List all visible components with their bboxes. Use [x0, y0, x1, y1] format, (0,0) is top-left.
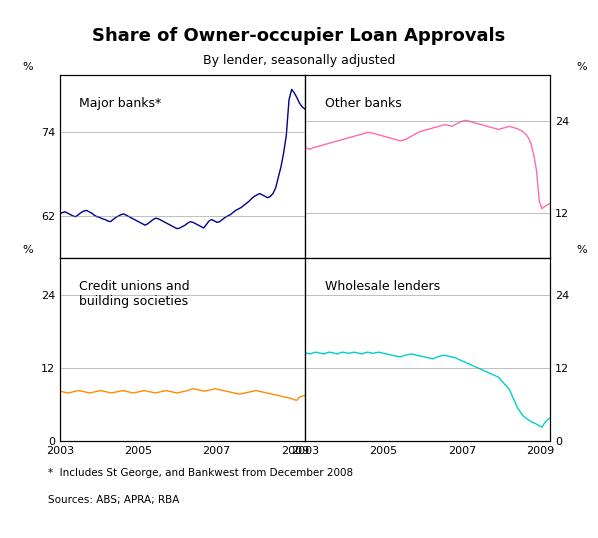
- Text: %: %: [576, 62, 587, 72]
- Text: Major banks*: Major banks*: [80, 97, 161, 110]
- Text: *  Includes St George, and Bankwest from December 2008: * Includes St George, and Bankwest from …: [48, 468, 353, 478]
- Text: Wholesale lenders: Wholesale lenders: [325, 280, 440, 293]
- Text: Sources: ABS; APRA; RBA: Sources: ABS; APRA; RBA: [48, 495, 179, 505]
- Text: Other banks: Other banks: [325, 97, 401, 110]
- Text: Credit unions and
building societies: Credit unions and building societies: [80, 280, 190, 308]
- Text: By lender, seasonally adjusted: By lender, seasonally adjusted: [203, 54, 395, 67]
- Text: Share of Owner-occupier Loan Approvals: Share of Owner-occupier Loan Approvals: [92, 27, 506, 45]
- Text: %: %: [23, 62, 33, 72]
- Text: %: %: [576, 245, 587, 254]
- Text: %: %: [23, 245, 33, 254]
